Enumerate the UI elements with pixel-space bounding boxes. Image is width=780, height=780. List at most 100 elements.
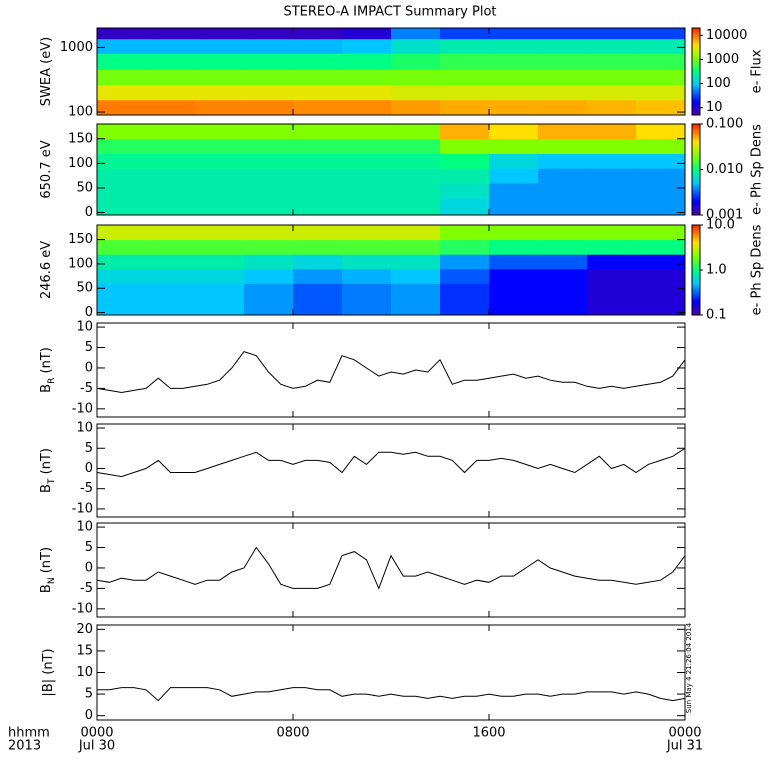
heatmap-cell (146, 38, 196, 54)
heatmap-cell (195, 254, 245, 270)
heatmap-cell (97, 268, 147, 284)
heatmap-cell (440, 197, 490, 215)
heatmap-cell (538, 239, 588, 255)
heatmap-cell (489, 254, 539, 270)
heatmap-cell (195, 225, 245, 241)
heatmap-cell (146, 138, 196, 155)
heatmap-cell (342, 124, 392, 140)
heatmap-cell (146, 84, 196, 101)
heatmap-cell (342, 268, 392, 284)
heatmap-cell (391, 268, 441, 284)
heatmap-cell (538, 28, 588, 40)
y-tick-label: 20 (76, 622, 93, 637)
heatmap-cell (195, 283, 245, 299)
panel-plot (97, 447, 685, 478)
y-tick-label: 5 (85, 441, 93, 456)
heatmap-cell (587, 99, 637, 115)
x-date-label: Jul 30 (78, 739, 115, 754)
heatmap-cell (97, 254, 147, 270)
heatmap-cell (342, 38, 392, 54)
heatmap-cell (587, 268, 637, 284)
panel-frame (96, 123, 686, 216)
heatmap-cell (440, 28, 490, 40)
heatmap-cell (636, 138, 685, 155)
heatmap-cell (97, 53, 147, 70)
heatmap-cell (636, 38, 685, 54)
heatmap-cell (146, 28, 196, 40)
heatmap-cell (342, 283, 392, 299)
heatmap-cell (440, 168, 490, 184)
heatmap-cell (636, 254, 685, 270)
heatmap-cell (538, 268, 588, 284)
x-date-label: Jul 31 (666, 739, 703, 754)
heatmap-cell (244, 124, 294, 140)
heatmap-cell (538, 53, 588, 70)
heatmap-cell (440, 53, 490, 70)
y-axis-label: |B| (nT) (41, 648, 56, 696)
heatmap-cell (244, 183, 294, 199)
heatmap-cell (489, 28, 539, 40)
colorbar (691, 27, 701, 116)
heatmap-cell (538, 297, 588, 315)
heatmap-cell (587, 254, 637, 270)
heatmap-cell (391, 38, 441, 54)
heatmap-cell (391, 239, 441, 255)
b-field-line (97, 546, 685, 590)
heatmap-cell (342, 53, 392, 70)
heatmap-cell (636, 197, 685, 215)
b-field-line (97, 447, 685, 478)
heatmap-cell (587, 297, 637, 315)
heatmap-cell (293, 183, 343, 199)
colorbar (691, 123, 701, 216)
heatmap-cell (244, 38, 294, 54)
heatmap-cell (636, 297, 685, 315)
colorbar-tick-label: 1000 (706, 52, 739, 67)
heatmap-cell (391, 283, 441, 299)
heatmap-cell (391, 183, 441, 199)
y-label-sub: N (47, 577, 57, 584)
colorbar-tick-label: 0.010 (706, 162, 743, 177)
heatmap-cell (97, 153, 147, 169)
heatmap-cell (146, 183, 196, 199)
colorbar-label: e- Ph Sp Dens (750, 224, 765, 315)
panel-frame (96, 322, 686, 418)
heatmap-cell (391, 53, 441, 70)
heatmap-cell (146, 283, 196, 299)
heatmap-cell (440, 268, 490, 284)
plot-title: STEREO-A IMPACT Summary Plot (283, 5, 496, 20)
y-axis-label: SWEA (eV) (39, 37, 54, 106)
heatmap-cell (146, 69, 196, 86)
heatmap-cell (146, 53, 196, 70)
heatmap-cell (293, 225, 343, 241)
heatmap-cell (391, 225, 441, 241)
heatmap-cell (244, 283, 294, 299)
heatmap-cell (195, 297, 245, 315)
colorbar-tick-label: 0.1 (706, 308, 727, 323)
heatmap-cell (195, 53, 245, 70)
colorbar-tick-label: 0.001 (706, 208, 743, 223)
panel-frame (96, 27, 686, 116)
b-field-line (97, 687, 685, 702)
y-tick-label: 5 (85, 340, 93, 355)
heatmap-cell (342, 138, 392, 155)
heatmap-cell (293, 99, 343, 115)
heatmap-cell (146, 168, 196, 184)
heatmap-cell (440, 153, 490, 169)
heatmap-cell (440, 99, 490, 115)
heatmap-cell (97, 183, 147, 199)
panel-plot (97, 225, 685, 315)
heatmap-cell (97, 239, 147, 255)
heatmap-cell (293, 124, 343, 140)
y-label-main: B (39, 584, 54, 593)
heatmap-cell (440, 225, 490, 241)
heatmap-cell (97, 297, 147, 315)
heatmap-cell (195, 138, 245, 155)
panel-plot (97, 687, 685, 702)
heatmap-cell (489, 183, 539, 199)
heatmap-cell (440, 254, 490, 270)
heatmap-cell (244, 69, 294, 86)
heatmap-cell (146, 268, 196, 284)
y-tick-label: 150 (68, 131, 93, 146)
